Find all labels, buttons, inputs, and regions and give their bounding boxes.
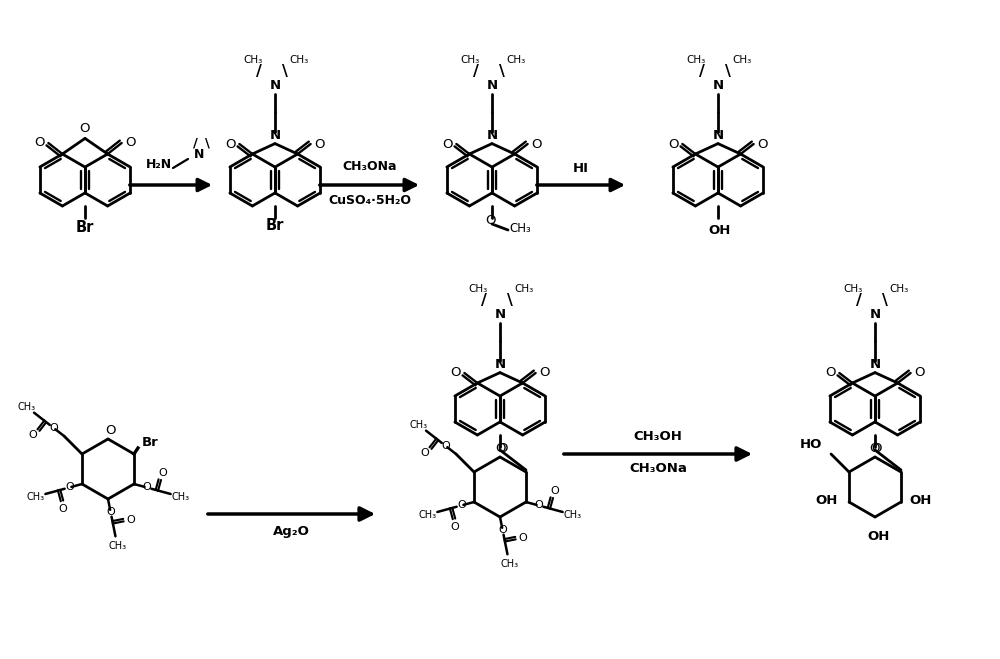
Text: OH: OH (868, 530, 890, 544)
Text: O: O (450, 366, 461, 380)
Text: O: O (65, 482, 74, 492)
Text: O: O (441, 441, 450, 451)
Text: N: N (869, 358, 881, 371)
Text: O: O (142, 482, 151, 492)
Text: CH₃: CH₃ (27, 492, 45, 501)
Text: CH₃OH: CH₃OH (634, 430, 682, 442)
Text: N: N (486, 79, 498, 92)
Text: O: O (49, 423, 58, 433)
Text: Br: Br (266, 219, 284, 233)
Text: CH₃: CH₃ (17, 401, 35, 411)
Text: CuSO₄·5H₂O: CuSO₄·5H₂O (328, 194, 411, 206)
Text: N: N (269, 79, 281, 92)
Text: O: O (106, 507, 115, 517)
Text: \: \ (725, 64, 731, 79)
Text: CH₃: CH₃ (108, 541, 126, 551)
Text: N: N (494, 308, 506, 321)
Text: CH₃: CH₃ (563, 509, 581, 520)
Text: O: O (531, 138, 542, 150)
Text: /: / (856, 293, 862, 308)
Text: OH: OH (910, 494, 932, 507)
Text: N: N (194, 148, 204, 161)
Text: N: N (269, 129, 281, 142)
Text: O: O (485, 214, 495, 227)
Text: CH₃: CH₃ (514, 283, 534, 294)
Text: N: N (712, 129, 724, 142)
Text: CH₃: CH₃ (500, 559, 518, 569)
Text: O: O (497, 442, 507, 455)
Text: CH₃: CH₃ (289, 55, 309, 65)
Text: Ag₂O: Ag₂O (273, 525, 310, 538)
Text: /: / (473, 64, 479, 79)
Text: \: \ (499, 64, 505, 79)
Text: O: O (450, 522, 459, 532)
Text: O: O (498, 525, 507, 534)
Text: \: \ (205, 136, 209, 150)
Text: /: / (256, 64, 262, 79)
Text: O: O (551, 486, 559, 496)
Text: CH₃: CH₃ (732, 55, 752, 65)
Text: O: O (80, 122, 90, 135)
Text: OH: OH (709, 223, 731, 237)
Text: /: / (193, 136, 197, 150)
Text: N: N (869, 308, 881, 321)
Text: CH₃: CH₃ (843, 283, 863, 294)
Text: \: \ (507, 293, 513, 308)
Text: CH₃: CH₃ (506, 55, 526, 65)
Text: O: O (125, 136, 136, 150)
Text: CH₃: CH₃ (468, 283, 488, 294)
Text: O: O (314, 138, 325, 150)
Text: CH₃: CH₃ (686, 55, 706, 65)
Text: O: O (872, 442, 882, 455)
Text: O: O (457, 500, 466, 511)
Text: Br: Br (142, 436, 158, 449)
Text: /: / (481, 293, 487, 308)
Text: O: O (442, 138, 453, 150)
Text: O: O (668, 138, 679, 150)
Text: OH: OH (816, 494, 838, 507)
Text: O: O (127, 515, 136, 525)
Text: O: O (34, 136, 45, 150)
Text: O: O (825, 366, 836, 380)
Text: O: O (58, 503, 67, 513)
Text: HO: HO (800, 438, 822, 451)
Text: CH₃: CH₃ (460, 55, 480, 65)
Text: O: O (159, 467, 167, 478)
Text: \: \ (282, 64, 288, 79)
Text: CH₃: CH₃ (419, 509, 437, 520)
Text: O: O (495, 442, 505, 455)
Text: \: \ (882, 293, 888, 308)
Text: H₂N: H₂N (146, 159, 172, 171)
Text: CH₃ONa: CH₃ONa (629, 463, 687, 476)
Text: /: / (699, 64, 705, 79)
Text: O: O (757, 138, 768, 150)
Text: CH₃ONa: CH₃ONa (342, 161, 397, 173)
Text: N: N (494, 358, 506, 371)
Text: O: O (519, 533, 528, 543)
Text: O: O (914, 366, 925, 380)
Text: O: O (105, 424, 115, 438)
Text: CH₃: CH₃ (889, 283, 909, 294)
Text: O: O (870, 442, 880, 455)
Text: HI: HI (573, 163, 589, 175)
Text: N: N (712, 79, 724, 92)
Text: CH₃: CH₃ (409, 420, 427, 430)
Text: CH₃: CH₃ (243, 55, 263, 65)
Text: CH₃: CH₃ (509, 221, 531, 235)
Text: O: O (534, 500, 543, 511)
Text: O: O (539, 366, 550, 380)
Text: O: O (420, 448, 429, 459)
Text: Br: Br (76, 219, 94, 235)
Text: O: O (28, 430, 37, 440)
Text: N: N (486, 129, 498, 142)
Text: CH₃: CH₃ (171, 492, 189, 501)
Text: O: O (225, 138, 236, 150)
